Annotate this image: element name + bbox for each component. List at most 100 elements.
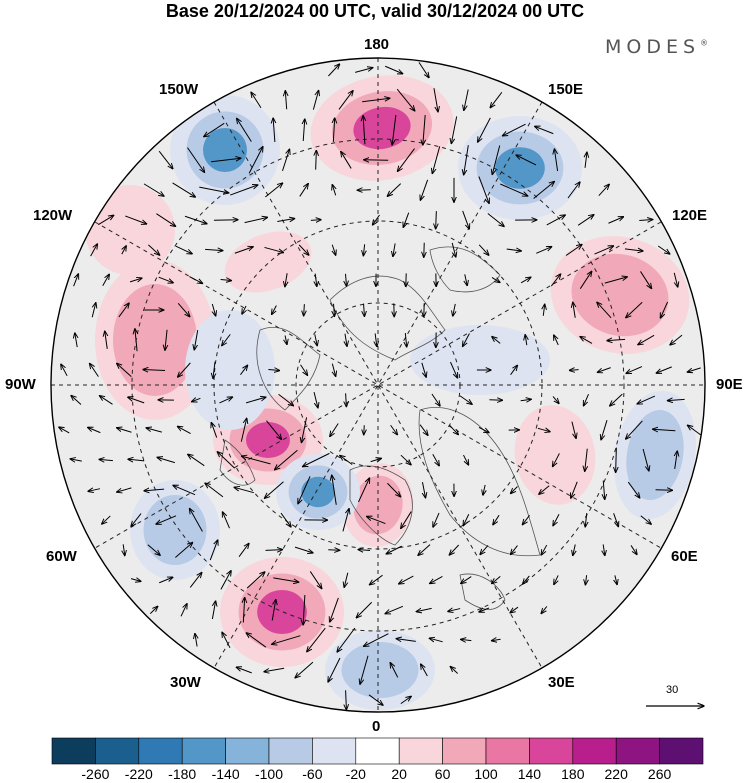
wind-arrow [500,183,527,196]
wind-arrow [516,155,537,166]
wind-arrow [246,633,267,648]
wind-arrow [244,217,268,224]
wind-arrow [143,183,164,196]
wind-arrow [338,91,353,110]
lon-label-60e: 60E [671,548,698,565]
wind-arrow [405,332,406,347]
wind-arrow [640,515,651,524]
wind-arrow [328,550,339,551]
wind-arrow [492,337,501,344]
wind-arrow [546,215,565,226]
wind-arrow [238,543,249,557]
wind-arrow [59,427,70,434]
anomaly-negative-14 [325,630,435,710]
wind-arrow [451,116,458,143]
wind-arrow [315,334,317,345]
wind-arrow [328,64,339,77]
wind-arrow [418,544,431,556]
wind-arrow [539,485,550,495]
wind-arrow [585,575,586,585]
wind-arrow [537,428,550,431]
wind-arrow [401,511,412,529]
wind-arrow [577,215,594,226]
wind-arrow [478,117,491,142]
wind-arrow [123,544,125,555]
wind-arrow [396,639,416,642]
anomaly-negative-10 [458,116,582,220]
lon-label-120w: 120W [33,207,73,224]
wind-arrow [172,182,196,197]
lon-label-180: 180 [364,36,390,53]
wind-arrow [483,484,485,495]
wind-arrow [217,452,236,469]
wind-arrow [478,244,489,255]
wind-arrow [420,179,429,200]
anomaly-contour [203,128,247,172]
anomaly-contour [301,476,335,508]
colorbar-tick-label: 220 [604,766,628,782]
wind-arrow [573,544,576,555]
wind-arrow [492,576,501,583]
anomaly-contour [495,147,545,189]
anomaly-positive-8 [85,185,175,275]
wind-arrow [195,633,197,647]
wind-arrow [315,273,317,287]
anomaly-contour [143,495,207,565]
wind-arrow [332,244,335,255]
wind-arrow [386,545,403,554]
wind-arrow [192,398,201,401]
wind-arrow [464,145,469,175]
registered-mark: ® [700,38,709,48]
wind-arrow [237,118,252,142]
wind-arrow [344,572,349,588]
anomaly-contour [185,310,275,430]
wind-arrow [75,333,77,348]
wind-arrow [511,545,518,555]
colorbar-swatch [529,737,574,765]
wind-arrow [125,215,146,224]
wind-arrow [421,664,428,677]
wind-arrow [219,397,232,404]
wind-arrow [541,606,548,613]
wind-arrow [173,485,196,496]
wind-arrow [332,185,335,196]
wind-arrow [459,395,472,405]
wind-arrow [251,92,262,109]
anomaly-contour [224,231,312,293]
wind-arrow [194,330,199,350]
wind-arrow [199,186,228,193]
wind-arrow [73,274,79,287]
wind-arrow [298,244,309,255]
wind-arrow [569,370,579,371]
wind-arrow [309,571,321,588]
wind-arrow [579,271,591,289]
wind-arrow [487,213,504,227]
wind-arrow [432,146,441,173]
anomaly-negative-13 [130,480,220,580]
wind-arrow [416,608,432,611]
colorbar-swatch [312,737,357,765]
wind-arrow [422,482,425,498]
wind-arrow [368,694,383,705]
wind-arrow [330,423,339,437]
wind-arrow [245,397,266,404]
wind-arrow [316,150,317,170]
wind-arrow [584,393,589,406]
colorbar-swatch [268,737,313,765]
wind-arrow [211,422,218,438]
wind-arrow [285,335,287,344]
wind-arrow [615,575,617,584]
wind-arrow [122,246,126,255]
wind-arrow [273,577,298,582]
wind-arrow [393,243,395,256]
wind-arrow [492,145,501,174]
wind-arrow [463,454,468,465]
colorbar-tick-label: 140 [517,766,542,782]
lon-label-30e: 30E [548,674,575,691]
wind-arrow [478,176,489,204]
wind-arrow [362,98,390,103]
wind-arrow [601,420,608,440]
wind-arrow [390,424,398,434]
wind-arrow [642,448,649,471]
wind-arrow [189,573,202,588]
